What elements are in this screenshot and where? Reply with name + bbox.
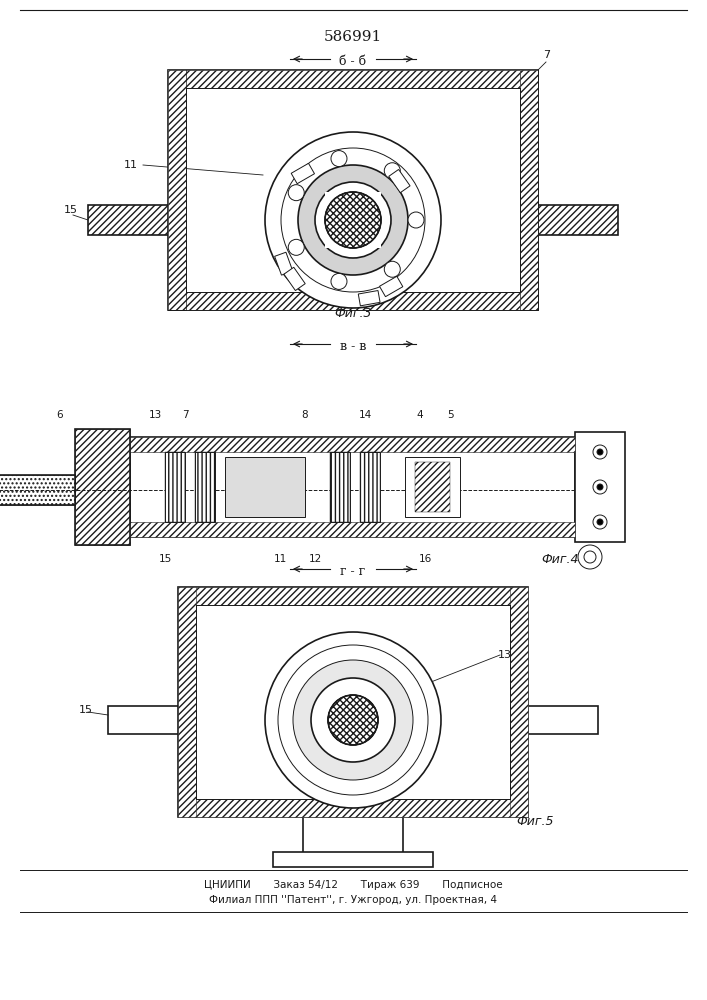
Text: 6: 6 [57,410,64,420]
Bar [0,475,75,505]
Text: 7: 7 [182,410,188,420]
Circle shape [298,165,408,275]
Bar [168,70,186,310]
Bar [168,70,538,310]
Circle shape [593,480,607,494]
Bar [178,587,528,817]
Bar [415,462,450,512]
Circle shape [288,239,304,255]
Bar [108,706,178,734]
Text: 13: 13 [498,650,512,660]
Circle shape [597,449,603,455]
Bar [178,587,528,605]
Text: Филиал ППП ''Патент'', г. Ужгород, ул. Проектная, 4: Филиал ППП ''Патент'', г. Ужгород, ул. П… [209,895,497,905]
Text: Фиг.5: Фиг.5 [516,815,554,828]
Bar [303,817,403,857]
Bar [510,587,528,817]
Bar [165,452,185,522]
Bar [291,163,315,184]
Bar [405,457,460,517]
Bar [168,292,538,310]
Bar [75,429,130,545]
Text: 11: 11 [274,554,286,564]
Text: 8: 8 [302,410,308,420]
Circle shape [385,261,400,277]
Bar [225,457,305,517]
Circle shape [278,645,428,795]
Text: 15: 15 [64,205,78,215]
Bar [360,452,380,522]
Circle shape [281,148,425,292]
Bar [575,432,625,542]
Text: 4: 4 [416,410,423,420]
Circle shape [597,484,603,490]
Circle shape [331,273,347,289]
Text: б - б: б - б [339,55,366,68]
Circle shape [578,545,602,569]
Text: 586991: 586991 [324,30,382,44]
Bar [165,452,185,522]
Bar [528,706,598,734]
Text: 12: 12 [308,554,322,564]
Text: 13: 13 [148,410,162,420]
Text: 5: 5 [447,410,453,420]
Circle shape [593,515,607,529]
Bar [389,169,410,193]
Bar [88,205,168,235]
Circle shape [315,182,391,258]
Circle shape [325,192,381,248]
Bar [130,437,575,537]
Text: 7: 7 [543,50,550,60]
Bar [178,587,196,817]
Bar [178,799,528,817]
Bar [538,205,618,235]
Text: 15: 15 [79,705,93,715]
Circle shape [265,132,441,308]
Bar [75,429,130,545]
Circle shape [328,695,378,745]
Bar [168,70,538,88]
Text: 15: 15 [158,554,172,564]
Text: Фиг.4: Фиг.4 [542,553,579,566]
Bar [358,291,380,306]
Bar [130,522,575,537]
Bar [325,192,381,248]
Bar [330,452,350,522]
Bar [195,452,215,522]
Text: 11: 11 [124,160,138,170]
Bar [168,292,538,310]
Bar [520,70,538,310]
Text: ЦНИИПИ       Заказ 54/12       Тираж 639       Подписное: ЦНИИПИ Заказ 54/12 Тираж 639 Подписное [204,880,502,890]
Bar [88,205,168,235]
Bar [168,70,538,88]
Bar [520,70,538,310]
Bar [380,276,403,297]
Circle shape [408,212,424,228]
Circle shape [293,660,413,780]
Bar [538,205,618,235]
Bar [284,267,305,291]
Circle shape [584,551,596,563]
Bar [274,252,293,275]
Text: в - в: в - в [340,340,366,353]
Bar [168,70,186,310]
Bar [0,475,75,505]
Circle shape [597,519,603,525]
Text: 16: 16 [419,554,432,564]
Circle shape [385,163,400,179]
Bar [273,852,433,867]
Bar [195,452,215,522]
Circle shape [265,632,441,808]
Bar [130,437,575,452]
Text: Фиг.3: Фиг.3 [334,307,372,320]
Bar [360,452,380,522]
Circle shape [331,151,347,167]
Circle shape [311,678,395,762]
Circle shape [593,445,607,459]
Circle shape [288,185,304,201]
Bar [330,452,350,522]
Text: г - г: г - г [341,565,366,578]
Text: 14: 14 [358,410,372,420]
